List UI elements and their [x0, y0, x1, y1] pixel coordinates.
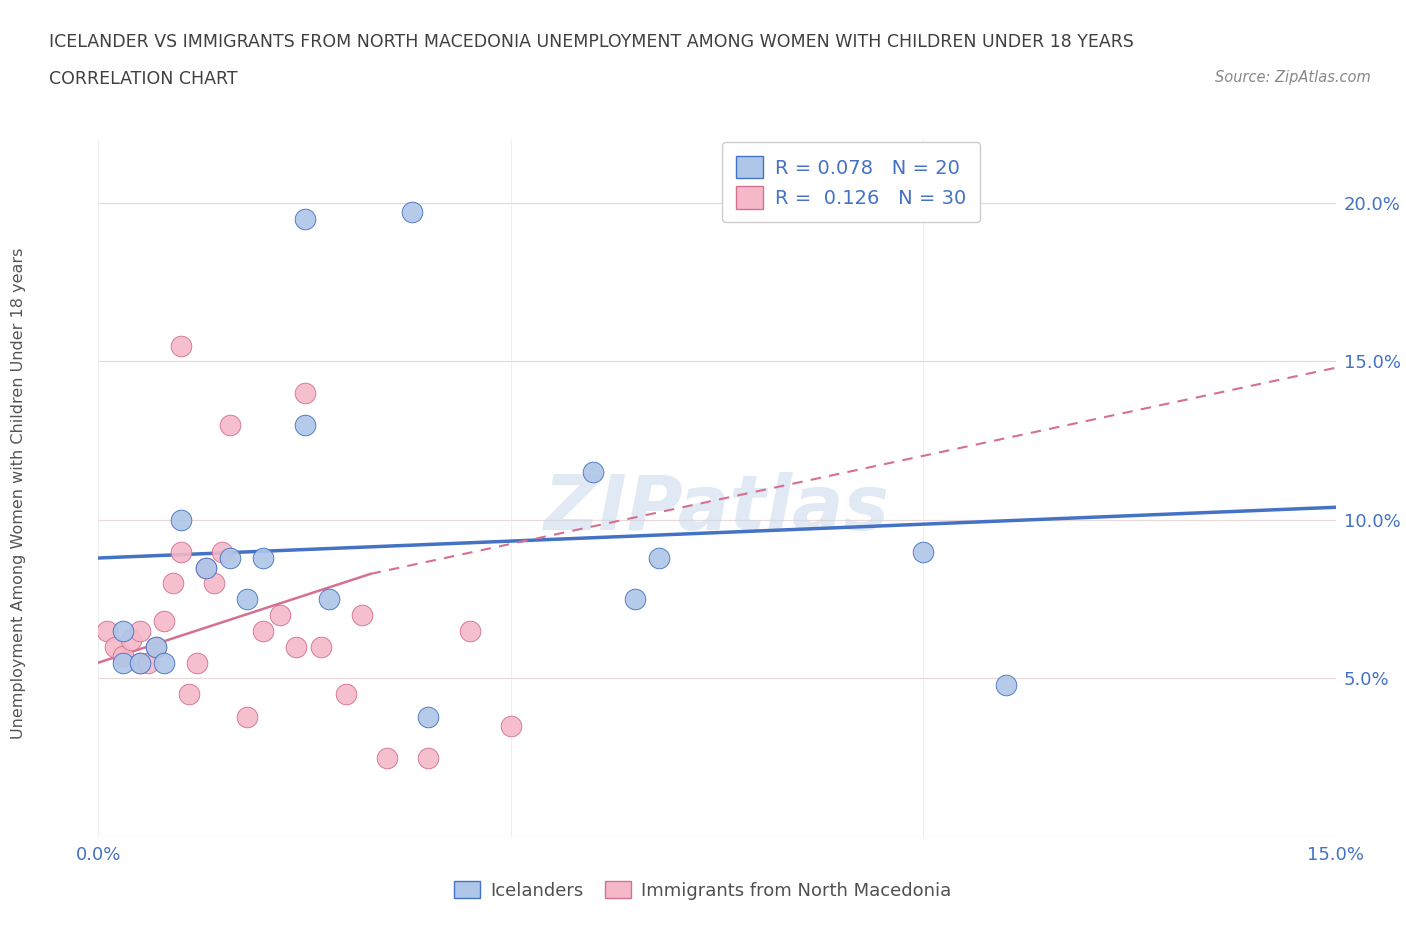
Point	[219, 418, 242, 432]
Point	[294, 418, 316, 432]
Point	[219, 551, 242, 565]
Text: ICELANDER VS IMMIGRANTS FROM NORTH MACEDONIA UNEMPLOYMENT AMONG WOMEN WITH CHILD: ICELANDER VS IMMIGRANTS FROM NORTH MACED…	[49, 33, 1135, 50]
Legend: R = 0.078   N = 20, R =  0.126   N = 30: R = 0.078 N = 20, R = 0.126 N = 30	[723, 142, 980, 222]
Point	[104, 639, 127, 654]
Point	[145, 639, 167, 654]
Point	[418, 751, 440, 765]
Point	[202, 576, 225, 591]
Point	[499, 719, 522, 734]
Text: 15.0%: 15.0%	[1308, 846, 1364, 864]
Point	[120, 633, 142, 648]
Legend: Icelanders, Immigrants from North Macedonia: Icelanders, Immigrants from North Macedo…	[447, 874, 959, 907]
Point	[128, 655, 150, 670]
Text: CORRELATION CHART: CORRELATION CHART	[49, 70, 238, 87]
Point	[179, 687, 201, 702]
Point	[648, 551, 671, 565]
Point	[112, 655, 135, 670]
Point	[153, 655, 176, 670]
Point	[170, 512, 193, 527]
Point	[170, 339, 193, 353]
Point	[335, 687, 357, 702]
Point	[145, 639, 167, 654]
Point	[994, 677, 1017, 692]
Text: Source: ZipAtlas.com: Source: ZipAtlas.com	[1215, 70, 1371, 85]
Point	[294, 211, 316, 226]
Point	[112, 649, 135, 664]
Point	[375, 751, 398, 765]
Point	[128, 623, 150, 638]
Point	[186, 655, 208, 670]
Point	[136, 655, 159, 670]
Text: Unemployment Among Women with Children Under 18 years: Unemployment Among Women with Children U…	[11, 247, 25, 738]
Point	[112, 623, 135, 638]
Point	[318, 591, 340, 606]
Point	[912, 544, 935, 559]
Point	[623, 591, 645, 606]
Point	[418, 709, 440, 724]
Text: 0.0%: 0.0%	[76, 846, 121, 864]
Point	[285, 639, 308, 654]
Point	[162, 576, 184, 591]
Point	[352, 607, 374, 622]
Point	[153, 614, 176, 629]
Point	[236, 591, 259, 606]
Point	[128, 655, 150, 670]
Point	[294, 386, 316, 401]
Point	[194, 560, 217, 575]
Point	[236, 709, 259, 724]
Point	[401, 205, 423, 219]
Point	[252, 623, 274, 638]
Point	[252, 551, 274, 565]
Point	[96, 623, 118, 638]
Point	[458, 623, 481, 638]
Point	[582, 465, 605, 480]
Point	[269, 607, 291, 622]
Point	[170, 544, 193, 559]
Point	[194, 560, 217, 575]
Point	[309, 639, 332, 654]
Text: ZIPatlas: ZIPatlas	[544, 472, 890, 546]
Point	[211, 544, 233, 559]
